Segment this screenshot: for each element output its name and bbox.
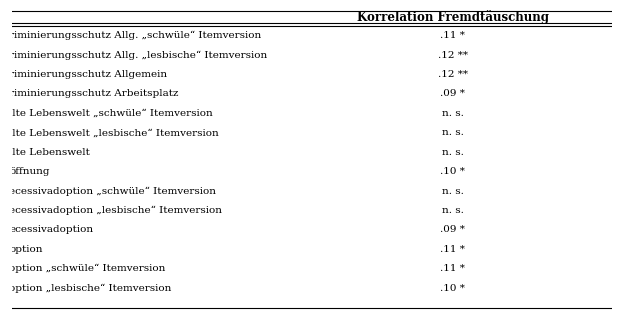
Text: option „lesbische“ Itemversion: option „lesbische“ Itemversion (9, 283, 172, 293)
Text: .11 *: .11 * (441, 245, 466, 254)
Text: ecessivadoption „schwüle“ Itemversion: ecessivadoption „schwüle“ Itemversion (9, 187, 217, 196)
Text: .09 *: .09 * (441, 225, 466, 234)
Text: ecessivadoption: ecessivadoption (9, 225, 94, 234)
Text: n. s.: n. s. (442, 187, 464, 195)
Text: .11 *: .11 * (441, 31, 466, 40)
Text: Korrelation Fremdtäuschung: Korrelation Fremdtäuschung (357, 10, 548, 24)
Text: .11 *: .11 * (441, 264, 466, 273)
Text: .10 *: .10 * (441, 167, 466, 176)
Text: .10 *: .10 * (441, 283, 466, 292)
Text: option „schwüle“ Itemversion: option „schwüle“ Itemversion (9, 264, 166, 273)
Text: riminierungsschutz Allg. „schwüle“ Itemversion: riminierungsschutz Allg. „schwüle“ Itemv… (9, 31, 261, 40)
Text: öffnung: öffnung (9, 167, 50, 176)
Text: n. s.: n. s. (442, 128, 464, 137)
Text: ilte Lebenswelt „lesbische“ Itemversion: ilte Lebenswelt „lesbische“ Itemversion (9, 128, 219, 137)
Text: n. s.: n. s. (442, 148, 464, 157)
Text: .12 **: .12 ** (438, 51, 468, 60)
Text: ilte Lebenswelt: ilte Lebenswelt (9, 148, 90, 157)
Text: ecessivadoption „lesbische“ Itemversion: ecessivadoption „lesbische“ Itemversion (9, 206, 223, 215)
Text: .09 *: .09 * (441, 90, 466, 99)
Text: .12 **: .12 ** (438, 70, 468, 79)
Text: riminierungsschutz Arbeitsplatz: riminierungsschutz Arbeitsplatz (9, 90, 179, 99)
Text: riminierungsschutz Allgemein: riminierungsschutz Allgemein (9, 70, 168, 79)
Text: ilte Lebenswelt „schwüle“ Itemversion: ilte Lebenswelt „schwüle“ Itemversion (9, 109, 213, 118)
Text: n. s.: n. s. (442, 109, 464, 118)
Text: option: option (9, 245, 43, 254)
Text: n. s.: n. s. (442, 206, 464, 215)
Text: riminierungsschutz Allg. „lesbische“ Itemversion: riminierungsschutz Allg. „lesbische“ Ite… (9, 50, 268, 60)
